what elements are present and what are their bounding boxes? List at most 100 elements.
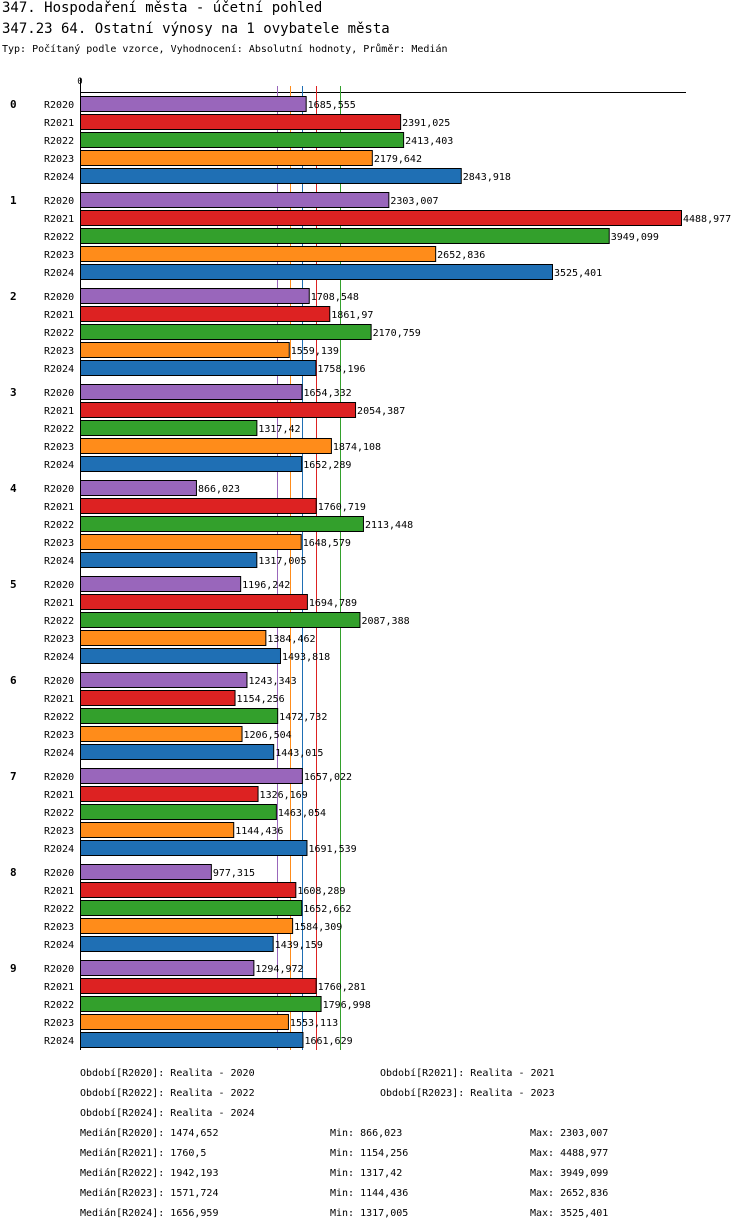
series-label: R2024 <box>44 940 74 951</box>
bar-r2022 <box>80 804 277 820</box>
data-label: 1657,022 <box>304 772 352 783</box>
series-label: R2022 <box>44 808 74 819</box>
data-label: 1652,662 <box>303 904 351 915</box>
data-label: 1760,719 <box>318 502 366 513</box>
series-label: R2020 <box>44 484 74 495</box>
bar-r2023 <box>80 534 302 550</box>
legend-period-r2020: Období[R2020]: Realita - 2020 <box>80 1068 255 1079</box>
series-label: R2023 <box>44 1018 74 1029</box>
bar-r2023 <box>80 726 243 742</box>
data-label: 1694,789 <box>309 598 357 609</box>
data-label: 1463,054 <box>278 808 326 819</box>
legend-period-r2023: Období[R2023]: Realita - 2023 <box>380 1088 555 1099</box>
stat-max-r2024: Max: 3525,401 <box>530 1208 609 1219</box>
bar-r2020 <box>80 480 197 496</box>
stat-min-r2021: Min: 1154,256 <box>330 1148 409 1159</box>
bar-r2022 <box>80 420 258 436</box>
series-label: R2024 <box>44 556 74 567</box>
bar-r2024 <box>80 264 553 280</box>
bar-r2021 <box>80 114 402 130</box>
data-label: 1243,343 <box>248 676 296 687</box>
series-label: R2021 <box>44 886 74 897</box>
series-label: R2020 <box>44 196 74 207</box>
data-label: 1443,015 <box>275 748 323 759</box>
series-label: R2022 <box>44 616 74 627</box>
data-label: 1861,97 <box>331 310 373 321</box>
series-label: R2024 <box>44 1036 74 1047</box>
data-label: 1553,113 <box>290 1018 338 1029</box>
bar-r2024 <box>80 168 462 184</box>
category-label: 6 <box>10 674 17 687</box>
data-label: 3525,401 <box>554 268 602 279</box>
stat-median-r2020: Medián[R2020]: 1474,652 <box>80 1128 219 1139</box>
category-label: 3 <box>10 386 17 399</box>
bar-r2020 <box>80 768 303 784</box>
series-label: R2022 <box>44 232 74 243</box>
category-label: 2 <box>10 290 17 303</box>
series-label: R2022 <box>44 520 74 531</box>
bar-r2020 <box>80 672 248 688</box>
stat-max-r2022: Max: 3949,099 <box>530 1168 609 1179</box>
data-label: 2391,025 <box>402 118 450 129</box>
series-label: R2021 <box>44 790 74 801</box>
bar-r2022 <box>80 516 364 532</box>
category-label: 1 <box>10 194 17 207</box>
data-label: 2179,642 <box>374 154 422 165</box>
stat-min-r2023: Min: 1144,436 <box>330 1188 409 1199</box>
chart-title: 347. Hospodaření města - účetní pohled <box>2 0 323 16</box>
data-label: 2113,448 <box>365 520 413 531</box>
data-label: 1144,436 <box>235 826 283 837</box>
series-label: R2024 <box>44 748 74 759</box>
series-label: R2023 <box>44 730 74 741</box>
bar-r2023 <box>80 246 437 262</box>
data-label: 1652,289 <box>303 460 351 471</box>
data-label: 1472,732 <box>279 712 327 723</box>
data-label: 1691,539 <box>308 844 356 855</box>
series-label: R2021 <box>44 502 74 513</box>
bar-r2021 <box>80 978 317 994</box>
series-label: R2020 <box>44 292 74 303</box>
series-label: R2020 <box>44 580 74 591</box>
series-label: R2023 <box>44 826 74 837</box>
data-label: 2087,388 <box>361 616 409 627</box>
series-label: R2020 <box>44 676 74 687</box>
stat-min-r2024: Min: 1317,005 <box>330 1208 409 1219</box>
data-label: 2413,403 <box>405 136 453 147</box>
stat-max-r2023: Max: 2652,836 <box>530 1188 609 1199</box>
bar-chart: 0 0 R2020 1685,555 R2021 2391,025 R2022 2413,40… <box>10 77 731 1050</box>
bar-r2022 <box>80 900 303 916</box>
category-label: 4 <box>10 482 17 495</box>
legend-period-r2024: Období[R2024]: Realita - 2024 <box>80 1108 255 1119</box>
series-label: R2024 <box>44 364 74 375</box>
series-label: R2022 <box>44 328 74 339</box>
category-label: 5 <box>10 578 17 591</box>
series-label: R2024 <box>44 172 74 183</box>
series-label: R2020 <box>44 388 74 399</box>
data-label: 1874,108 <box>333 442 381 453</box>
stat-median-r2022: Medián[R2022]: 1942,193 <box>80 1168 219 1179</box>
data-label: 1685,555 <box>308 100 356 111</box>
bar-r2021 <box>80 786 259 802</box>
data-label: 1294,972 <box>255 964 303 975</box>
series-label: R2020 <box>44 964 74 975</box>
bar-r2024 <box>80 1032 304 1048</box>
bar-r2024 <box>80 552 258 568</box>
bar-r2023 <box>80 150 373 166</box>
data-label: 866,023 <box>198 484 240 495</box>
category-label: 9 <box>10 962 17 975</box>
series-label: R2021 <box>44 214 74 225</box>
data-label: 1760,281 <box>318 982 366 993</box>
bar-r2023 <box>80 822 235 838</box>
bar-r2021 <box>80 306 331 322</box>
data-label: 1796,998 <box>323 1000 371 1011</box>
bar-r2022 <box>80 612 361 628</box>
bar-r2024 <box>80 456 303 472</box>
chart-info: Typ: Počítaný podle vzorce, Vyhodnocení:… <box>2 44 448 55</box>
series-label: R2023 <box>44 250 74 261</box>
bar-r2020 <box>80 960 255 976</box>
data-label: 1317,005 <box>258 556 306 567</box>
bar-r2024 <box>80 744 275 760</box>
data-label: 1206,504 <box>244 730 292 741</box>
legend-period-r2021: Období[R2021]: Realita - 2021 <box>380 1068 555 1079</box>
bar-r2024 <box>80 360 317 376</box>
